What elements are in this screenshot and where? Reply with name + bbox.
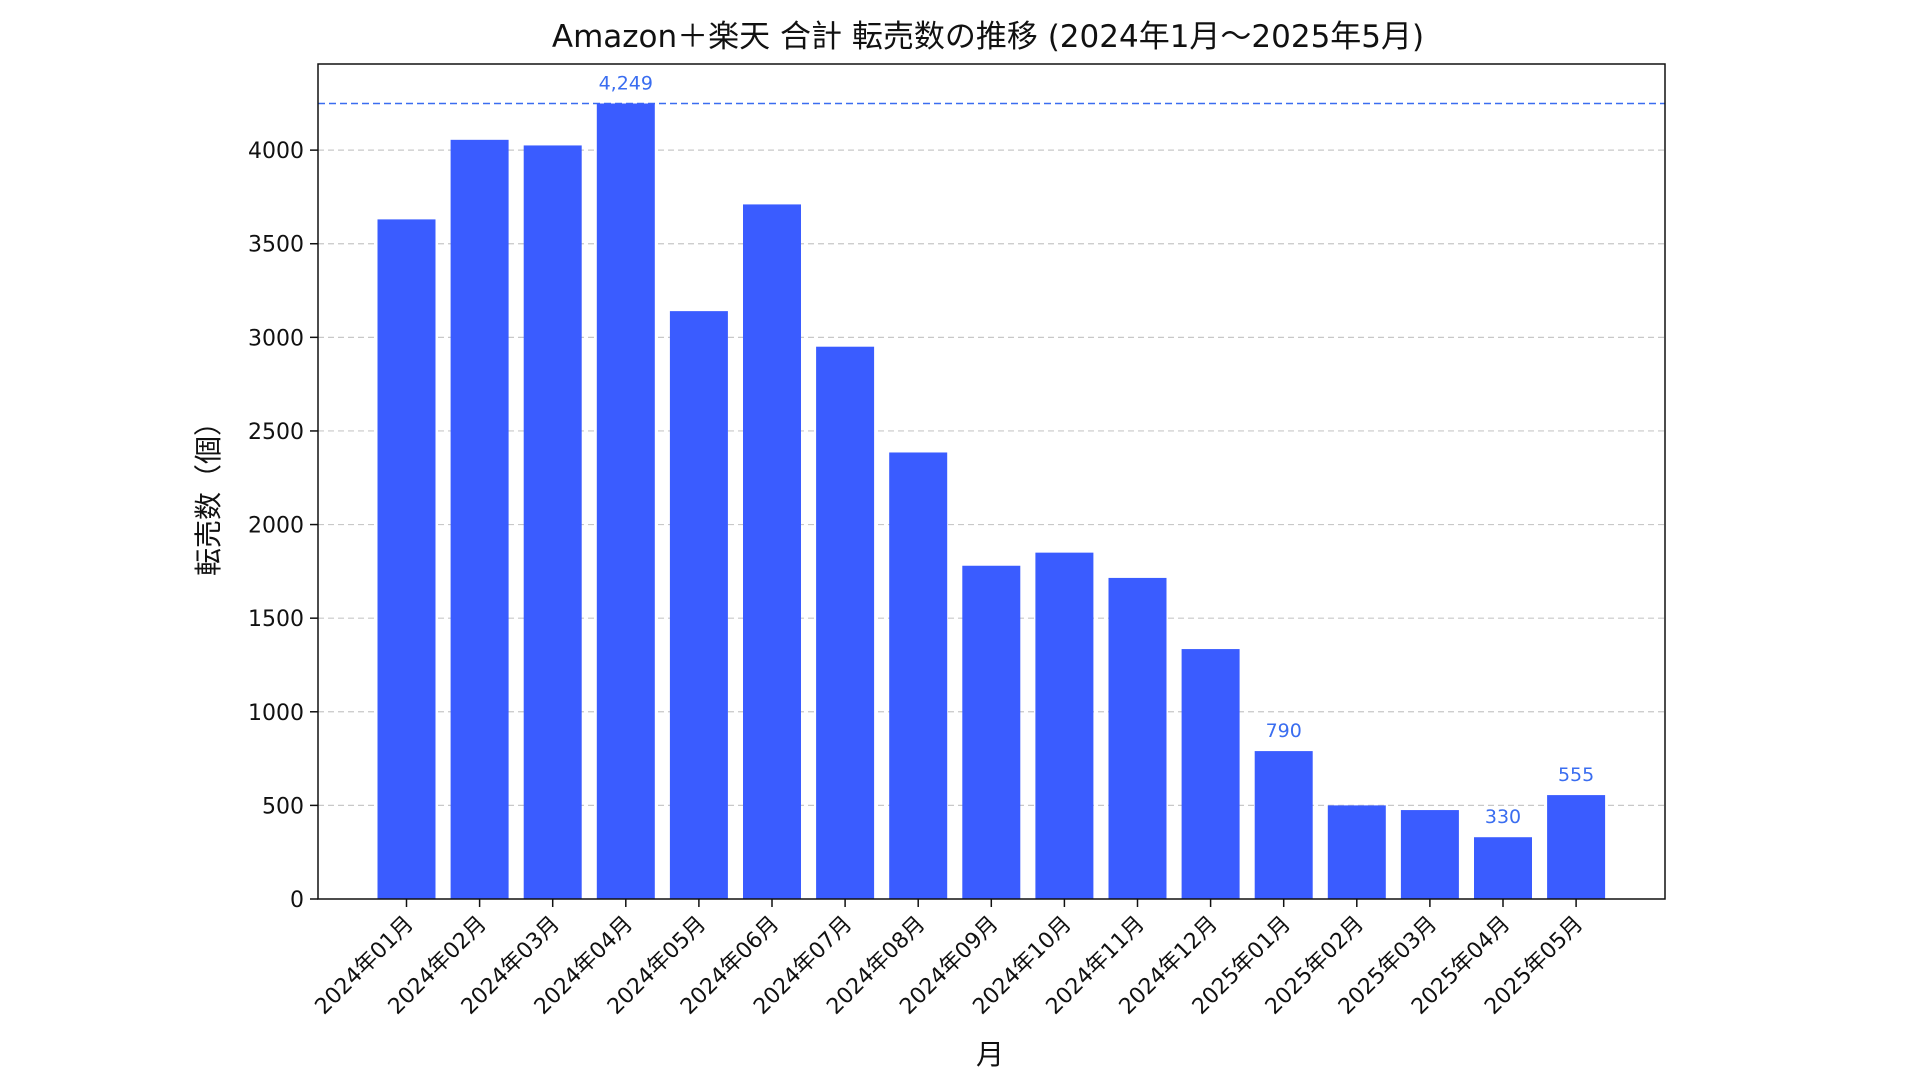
bar xyxy=(1400,810,1459,899)
bar xyxy=(962,565,1021,899)
bar xyxy=(889,452,948,899)
bar xyxy=(1108,577,1167,899)
y-tick-label: 1500 xyxy=(248,607,304,632)
bar xyxy=(743,204,801,899)
chart-title: Amazon＋楽天 合計 転売数の推移 (2024年1月〜2025年5月) xyxy=(552,19,1424,55)
bars xyxy=(377,103,1606,900)
bar-value-label: 4,249 xyxy=(599,73,653,95)
bar-value-label: 330 xyxy=(1485,806,1521,828)
bar-value-label: 790 xyxy=(1266,720,1302,742)
y-tick-label: 2000 xyxy=(248,514,304,539)
bar xyxy=(1327,805,1386,899)
y-tick-label: 2500 xyxy=(248,420,304,445)
bar xyxy=(450,139,509,900)
bar xyxy=(377,219,436,899)
bar xyxy=(1254,751,1313,899)
bar xyxy=(1035,552,1094,899)
bar xyxy=(523,145,582,900)
data-labels: 4,249 790 330 555 xyxy=(599,73,1595,829)
y-axis-label: 転売数（個） xyxy=(192,408,225,576)
y-axis-ticks: 0 500 1000 1500 2000 2500 3000 3500 4000 xyxy=(248,139,318,913)
y-tick-label: 500 xyxy=(262,794,304,819)
bar xyxy=(816,346,875,899)
x-axis-ticks: 2024年01月2024年02月2024年03月2024年04月2024年05月… xyxy=(311,899,1588,1020)
x-axis-label: 月 xyxy=(976,1038,1004,1071)
bar xyxy=(596,103,655,900)
bar xyxy=(1547,795,1606,899)
bar xyxy=(669,311,728,900)
y-tick-label: 1000 xyxy=(248,701,304,726)
y-tick-label: 4000 xyxy=(248,139,304,164)
bar-value-label: 555 xyxy=(1558,764,1594,786)
bar xyxy=(1181,649,1240,899)
bar xyxy=(1474,837,1532,899)
y-tick-label: 3000 xyxy=(248,326,304,351)
y-tick-label: 3500 xyxy=(248,233,304,258)
y-tick-label: 0 xyxy=(290,888,304,913)
